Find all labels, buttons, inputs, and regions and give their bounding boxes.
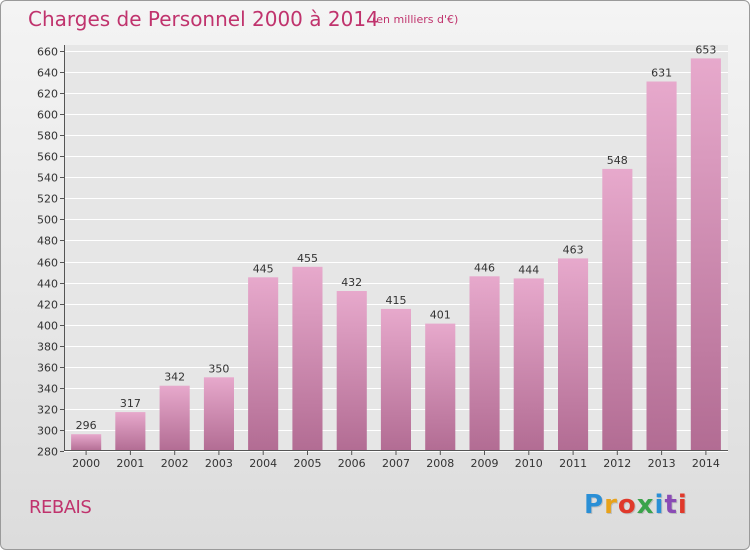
bar-value-label: 445 <box>253 262 274 275</box>
bar-2008 <box>425 323 456 451</box>
bar-value-label: 296 <box>76 419 97 432</box>
x-tick-label: 2009 <box>471 457 499 470</box>
y-tick-label: 280 <box>37 446 58 459</box>
x-tick-label: 2011 <box>559 457 587 470</box>
y-tick-label: 660 <box>37 46 58 59</box>
bar-2001 <box>115 412 146 451</box>
bar-value-label: 455 <box>297 252 318 265</box>
y-tick-label: 400 <box>37 320 58 333</box>
x-axis: 2000 2001 2002 2003 2004 2005 2006 2007 2008 2009… <box>72 451 720 470</box>
bar-2002 <box>159 385 190 451</box>
bar-2006 <box>336 291 367 451</box>
y-tick-label: 460 <box>37 257 58 270</box>
bar-value-label: 653 <box>695 43 716 56</box>
bar-value-label: 415 <box>386 294 407 307</box>
bar-value-label: 342 <box>164 371 185 384</box>
y-tick-label: 520 <box>37 193 58 206</box>
bar-2007 <box>380 308 411 451</box>
chart-title: Charges de Personnel 2000 à 2014 <box>28 7 379 31</box>
x-tick-label: 2013 <box>648 457 676 470</box>
bar-value-label: 401 <box>430 309 451 322</box>
x-tick-label: 2002 <box>161 457 189 470</box>
bar-value-label: 631 <box>651 67 672 80</box>
bar-value-label: 444 <box>518 263 539 276</box>
y-tick-label: 300 <box>37 425 58 438</box>
logo-letter: i <box>677 490 688 520</box>
x-tick-label: 2001 <box>116 457 144 470</box>
logo-letter: o <box>617 490 637 520</box>
y-tick-label: 360 <box>37 362 58 375</box>
bar-value-label: 446 <box>474 261 495 274</box>
proxiti-logo[interactable]: Proxiti <box>584 490 688 520</box>
x-tick-label: 2004 <box>249 457 277 470</box>
y-tick-label: 480 <box>37 235 58 248</box>
bar-value-label: 548 <box>607 154 628 167</box>
bar-2009 <box>469 276 500 451</box>
x-tick-label: 2008 <box>426 457 454 470</box>
y-tick-label: 600 <box>37 109 58 122</box>
bars: 296 317 342 350 445 455 432 415 401 446 444 463 548 6… <box>71 43 721 452</box>
commune-name: REBAIS <box>29 497 92 518</box>
y-tick-label: 640 <box>37 67 58 80</box>
bar-value-label: 350 <box>208 362 229 375</box>
logo-letter: i <box>654 490 665 520</box>
x-tick-label: 2000 <box>72 457 100 470</box>
y-tick-label: 340 <box>37 383 58 396</box>
y-tick-label: 440 <box>37 278 58 291</box>
y-axis: 280 300 320 340 360 380 400 420 440 460 480 500 520 5… <box>37 46 64 459</box>
bar-value-label: 317 <box>120 397 141 410</box>
x-tick-label: 2003 <box>205 457 233 470</box>
bar-2012 <box>602 168 633 451</box>
logo-letter: x <box>636 490 655 520</box>
bar-2005 <box>292 266 323 451</box>
y-tick-label: 420 <box>37 299 58 312</box>
logo-letter: t <box>664 490 678 520</box>
bar-2000 <box>71 434 102 451</box>
x-tick-label: 2010 <box>515 457 543 470</box>
x-tick-label: 2012 <box>603 457 631 470</box>
bar-2011 <box>558 258 589 451</box>
logo-letter: r <box>604 490 618 520</box>
bar-value-label: 463 <box>563 243 584 256</box>
bar-2014 <box>690 58 721 452</box>
bar-value-label: 432 <box>341 276 362 289</box>
x-tick-label: 2006 <box>338 457 366 470</box>
logo-letter: P <box>584 490 605 520</box>
bar-2013 <box>646 81 677 451</box>
bar-2003 <box>203 377 234 451</box>
y-tick-label: 320 <box>37 404 58 417</box>
y-tick-label: 620 <box>37 88 58 101</box>
bar-2004 <box>248 277 279 451</box>
y-tick-label: 380 <box>37 341 58 354</box>
chart-unit-note: (en milliers d'€) <box>372 13 459 26</box>
x-tick-label: 2014 <box>692 457 720 470</box>
x-tick-label: 2007 <box>382 457 410 470</box>
bar-2010 <box>513 278 544 451</box>
y-tick-label: 560 <box>37 151 58 164</box>
y-tick-label: 500 <box>37 214 58 227</box>
y-tick-label: 580 <box>37 130 58 143</box>
y-tick-label: 540 <box>37 172 58 185</box>
x-tick-label: 2005 <box>294 457 322 470</box>
